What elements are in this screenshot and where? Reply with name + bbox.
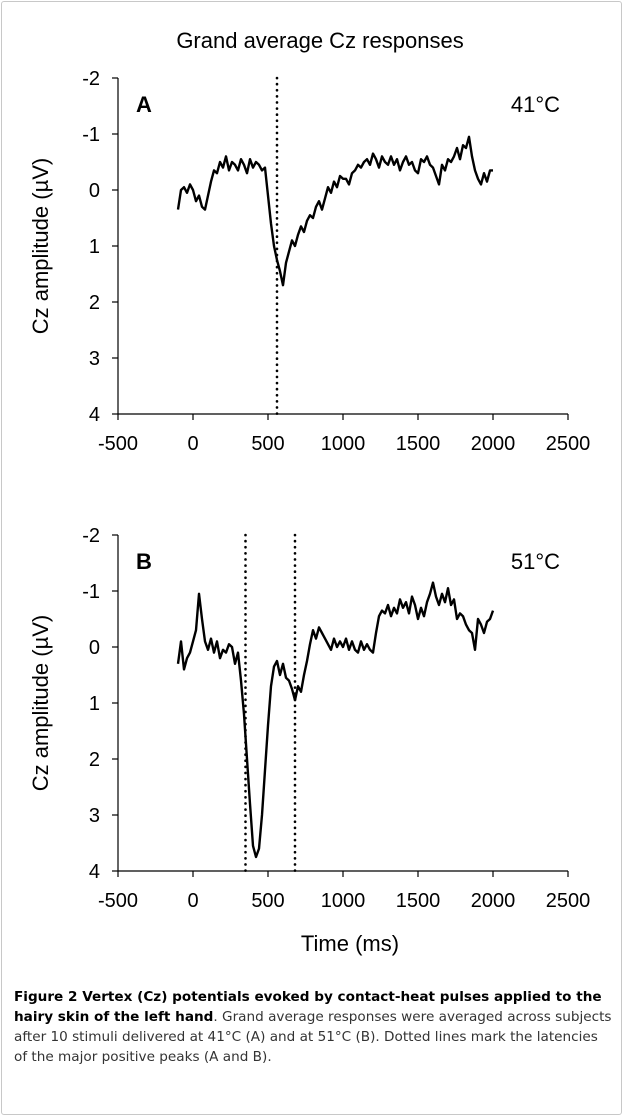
panel-b-y-tick-label: 3 xyxy=(89,805,100,827)
panel-a-x-tick-label: 1000 xyxy=(321,433,366,455)
panel-b: -2 -1 0 1 2 3 4 -500 0 500 1000 1500 2000 2500 Cz ampl… xyxy=(28,525,590,912)
panel-b-x-tick-label: 2500 xyxy=(546,890,591,912)
panel-b-y-axis-label: Cz amplitude (µV) xyxy=(28,615,53,792)
panel-a-y-tick-label: 0 xyxy=(89,180,100,202)
figure-chart-svg: Grand average Cz responses Time (ms) -2-… xyxy=(28,28,590,956)
panel-b-y-tick-label: 0 xyxy=(89,637,100,659)
figure-title: Grand average Cz responses xyxy=(176,28,463,53)
caption-text: . Grand average responses were averaged … xyxy=(14,1009,612,1065)
panel-a-y-tick-label: -1 xyxy=(82,124,100,146)
panel-a-condition-label: 41°C xyxy=(511,92,560,117)
x-axis-label: Time (ms) xyxy=(301,931,399,956)
panel-b-x-tick-label: 500 xyxy=(251,890,284,912)
panel-b-x-tick-label: 1000 xyxy=(321,890,366,912)
panel-b-x-tick-label: 1500 xyxy=(396,890,441,912)
panel-b-letter: B xyxy=(136,549,152,574)
panel-a-x-tick-label: 2500 xyxy=(546,433,591,455)
panel-b-condition-label: 51°C xyxy=(511,549,560,574)
panel-a-y-tick-label: 1 xyxy=(89,236,100,258)
caption-title: Figure 2 Vertex (Cz) potentials evoked b… xyxy=(14,989,602,1025)
panel-a-x-tick-label: 500 xyxy=(251,433,284,455)
panel-a-y-tick-label: -2 xyxy=(82,68,100,90)
panel-a-y-tick-label: 4 xyxy=(89,404,100,426)
panel-b-y-tick-label: -2 xyxy=(82,525,100,547)
panel-a: -2 -1 0 1 2 3 4 -500 0 500 1000 1500 2000 2500 Cz ampl… xyxy=(28,68,590,455)
panel-a-x-tick-label: 0 xyxy=(187,433,198,455)
panel-a-x-tick-label: 1500 xyxy=(396,433,441,455)
panel-b-y-tick-label: -1 xyxy=(82,581,100,603)
panel-b-y-tick-label: 4 xyxy=(89,861,100,883)
panel-a-series-line xyxy=(176,135,493,287)
panel-b-series-line xyxy=(176,581,495,859)
panel-b-x-tick-label: 0 xyxy=(187,890,198,912)
panel-a-y-tick-label: 2 xyxy=(89,292,100,314)
panel-a-x-tick-label: 2000 xyxy=(471,433,516,455)
panel-a-y-axis-label: Cz amplitude (µV) xyxy=(28,158,53,335)
panel-b-x-tick-label: 2000 xyxy=(471,890,516,912)
panel-b-x-tick-label: -500 xyxy=(98,890,138,912)
panel-a-letter: A xyxy=(136,92,152,117)
panel-b-y-tick-label: 1 xyxy=(89,693,100,715)
panel-a-x-tick-label: -500 xyxy=(98,433,138,455)
panel-a-y-tick-label: 3 xyxy=(89,348,100,370)
panel-b-y-tick-label: 2 xyxy=(89,749,100,771)
figure-caption: Figure 2 Vertex (Cz) potentials evoked b… xyxy=(14,987,614,1067)
